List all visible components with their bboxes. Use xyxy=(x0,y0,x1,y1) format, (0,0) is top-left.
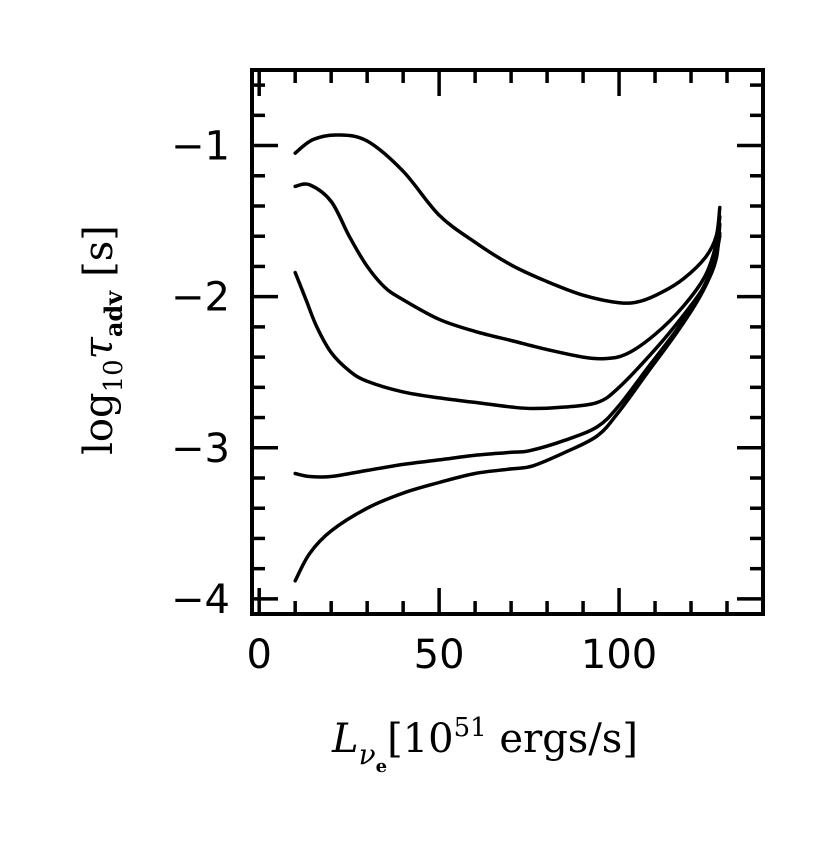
tick-labels: 0 50 100 −4 −3 −2 −1 xyxy=(171,124,657,678)
y-axis-label: log10τadv [s] xyxy=(76,225,129,455)
y-tick-label: −2 xyxy=(171,275,230,321)
x-axis-bracket-close: ] xyxy=(622,716,638,762)
series-curve-2 xyxy=(293,182,722,361)
series-curve-4 xyxy=(293,231,722,479)
x-tick-label: 0 xyxy=(246,632,271,678)
y-tick-label: −4 xyxy=(171,577,230,623)
x-tick-label: 50 xyxy=(414,632,465,678)
plot-frame xyxy=(250,68,765,616)
y-axis-symbol: τ xyxy=(76,336,122,359)
y-axis-prefix-sub: 10 xyxy=(99,359,129,392)
y-tick-label: −3 xyxy=(171,426,230,472)
y-axis-prefix: log xyxy=(76,392,122,454)
y-axis-unit: [s] xyxy=(76,225,122,277)
y-axis-symbol-sub: adv xyxy=(99,290,128,337)
x-tick-label: 100 xyxy=(581,632,657,678)
curves xyxy=(293,133,722,583)
y-tick-label: −1 xyxy=(171,124,230,170)
ticks xyxy=(252,70,763,614)
x-axis-unit: ergs/s xyxy=(487,716,623,762)
x-axis-exponent: 51 xyxy=(454,713,487,743)
x-axis-subsubscript: e xyxy=(376,756,387,777)
x-axis-label: Lνe[1051 ergs/s] xyxy=(331,713,638,777)
x-axis-base: 10 xyxy=(403,716,454,762)
x-axis-symbol: L xyxy=(331,716,359,762)
series-curve-5 xyxy=(293,234,722,583)
series-curve-1 xyxy=(293,133,722,305)
series-curve-3 xyxy=(293,222,722,411)
x-axis-bracket-open: [ xyxy=(387,716,403,762)
x-axis-subscript: ν xyxy=(359,738,376,771)
